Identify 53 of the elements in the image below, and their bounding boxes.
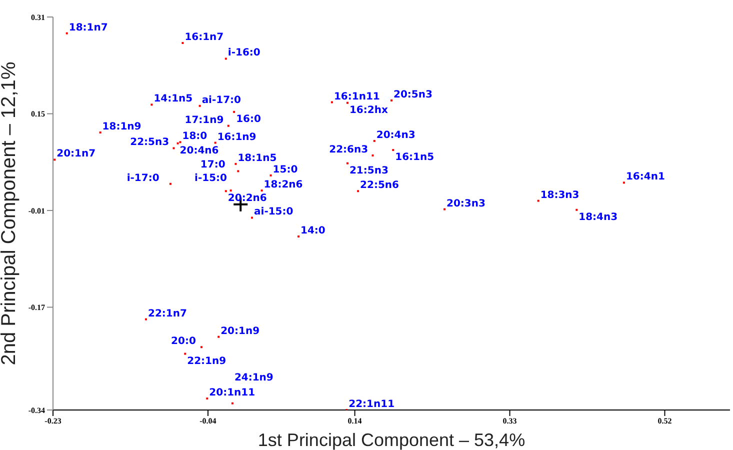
annotation: 20:1n7 (56, 148, 96, 160)
annotation: 20:4n6 (180, 145, 219, 156)
annotation: 22:5n3 (130, 137, 170, 148)
annotation: 18:1n7 (68, 22, 108, 34)
annotation: 22:1n7 (148, 308, 187, 320)
annotation: 18:2n6 (264, 180, 303, 191)
annotation: ai-17:0 (202, 94, 242, 106)
annotation: 16:1n7 (184, 32, 224, 43)
annotation: 16:2hx (349, 104, 388, 116)
y-tick-label: 0.31 (31, 12, 45, 22)
annotation: 20:1n11 (209, 388, 256, 399)
y-tick-label: 0.15 (31, 110, 45, 119)
annotation: 16:1n9 (217, 132, 256, 143)
annotation: 20:3n3 (446, 198, 486, 210)
annotation: 18:4n3 (578, 212, 618, 223)
annotation: 18:1n9 (102, 121, 142, 132)
annotation: i-15:0 (194, 173, 228, 184)
annotation: 16:1n11 (334, 91, 380, 102)
annotation: 22:6n3 (329, 144, 368, 156)
x-tick-label: 0.52 (658, 416, 672, 426)
annotation: 14:1n5 (154, 94, 193, 105)
x-axis-title: 1st Principal Component – 53,4% (258, 430, 526, 450)
x-tick-label: -0.04 (200, 416, 216, 426)
annotation: 16:4n1 (626, 172, 665, 183)
y-tick-label: -0.01 (28, 206, 45, 216)
annotation: 17:0 (200, 160, 226, 171)
annotation: i-16:0 (228, 48, 260, 59)
annotation: 20:4n3 (376, 130, 416, 141)
annotation: 17:1n9 (184, 114, 224, 126)
annotation: 22:5n6 (360, 180, 400, 192)
annotation: 18:1n5 (238, 152, 277, 164)
y-tick-label: -0.34 (28, 406, 45, 415)
annotation: 16:0 (236, 114, 261, 125)
annotation: 18:3n3 (540, 190, 580, 201)
annotation: 16:1n5 (395, 152, 434, 164)
annotation: 21:5n3 (349, 165, 388, 176)
annotation: 22:1n11 (348, 399, 395, 410)
x-tick-label: 0.33 (502, 416, 517, 426)
annotation: 20:1n9 (220, 326, 260, 337)
annotation: 14:0 (300, 225, 326, 236)
y-tick-label: -0.17 (28, 303, 45, 312)
y-axis-title: 2nd Principal Component – 12,1% (0, 62, 20, 366)
annotation: 18:0 (182, 131, 208, 142)
x-tick-label: -0.23 (44, 416, 62, 426)
annotation: 15:0 (272, 164, 298, 176)
annotation: ai-15:0 (254, 206, 294, 218)
annotation: 20:0 (171, 336, 196, 348)
annotation: 20:5n3 (394, 89, 432, 100)
annotation: 24:1n9 (234, 372, 274, 384)
annotation: 22:1n9 (187, 356, 226, 367)
x-tick-label: 0.14 (348, 416, 362, 426)
annotation: i-17:0 (126, 172, 160, 184)
annotation: 20:2n6 (228, 193, 267, 204)
